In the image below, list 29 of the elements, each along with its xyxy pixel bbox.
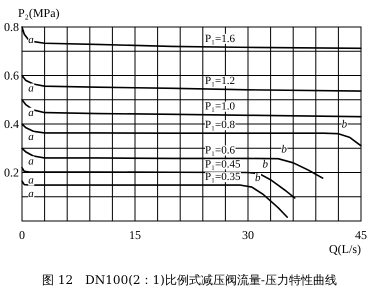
series-label: P₁=0.45	[205, 158, 241, 170]
y-axis-title: P₂(MPa)	[18, 6, 60, 20]
series-label: P₁=0.35	[205, 171, 241, 184]
annotation: a	[28, 131, 34, 143]
y-tick-label: 0.6	[4, 68, 19, 82]
annotation: a	[28, 174, 34, 187]
annotation: b	[342, 118, 348, 131]
caption: 图 12 DN100(2：1)比例式减压阀流量-压力特性曲线	[42, 273, 337, 287]
x-tick-label: 0	[19, 228, 25, 242]
annotation: b	[281, 144, 288, 156]
x-tick-label: 45	[355, 228, 367, 242]
annotation: a	[28, 34, 34, 46]
annotation: b	[255, 172, 262, 184]
series-label: P₁=0.6	[205, 144, 236, 156]
series-label: P₁=1.2	[205, 74, 235, 87]
annotation: a	[28, 188, 34, 200]
y-tick-label: 0.2	[4, 166, 19, 180]
y-tick-label: 0.8	[4, 20, 19, 34]
annotation: a	[28, 82, 34, 94]
annotation: a	[28, 106, 34, 119]
annotation: a	[28, 155, 34, 168]
annotation: b	[262, 158, 269, 171]
x-tick-label: 30	[242, 228, 254, 242]
series-label: P₁=1.0	[205, 100, 236, 113]
series-label: P₁=1.6	[205, 32, 236, 45]
x-tick-label: 15	[129, 228, 141, 242]
y-tick-label: 0.4	[4, 117, 19, 131]
series-label: P₁=0.8	[205, 119, 236, 132]
x-axis-title: Q(L/s)	[329, 242, 361, 256]
